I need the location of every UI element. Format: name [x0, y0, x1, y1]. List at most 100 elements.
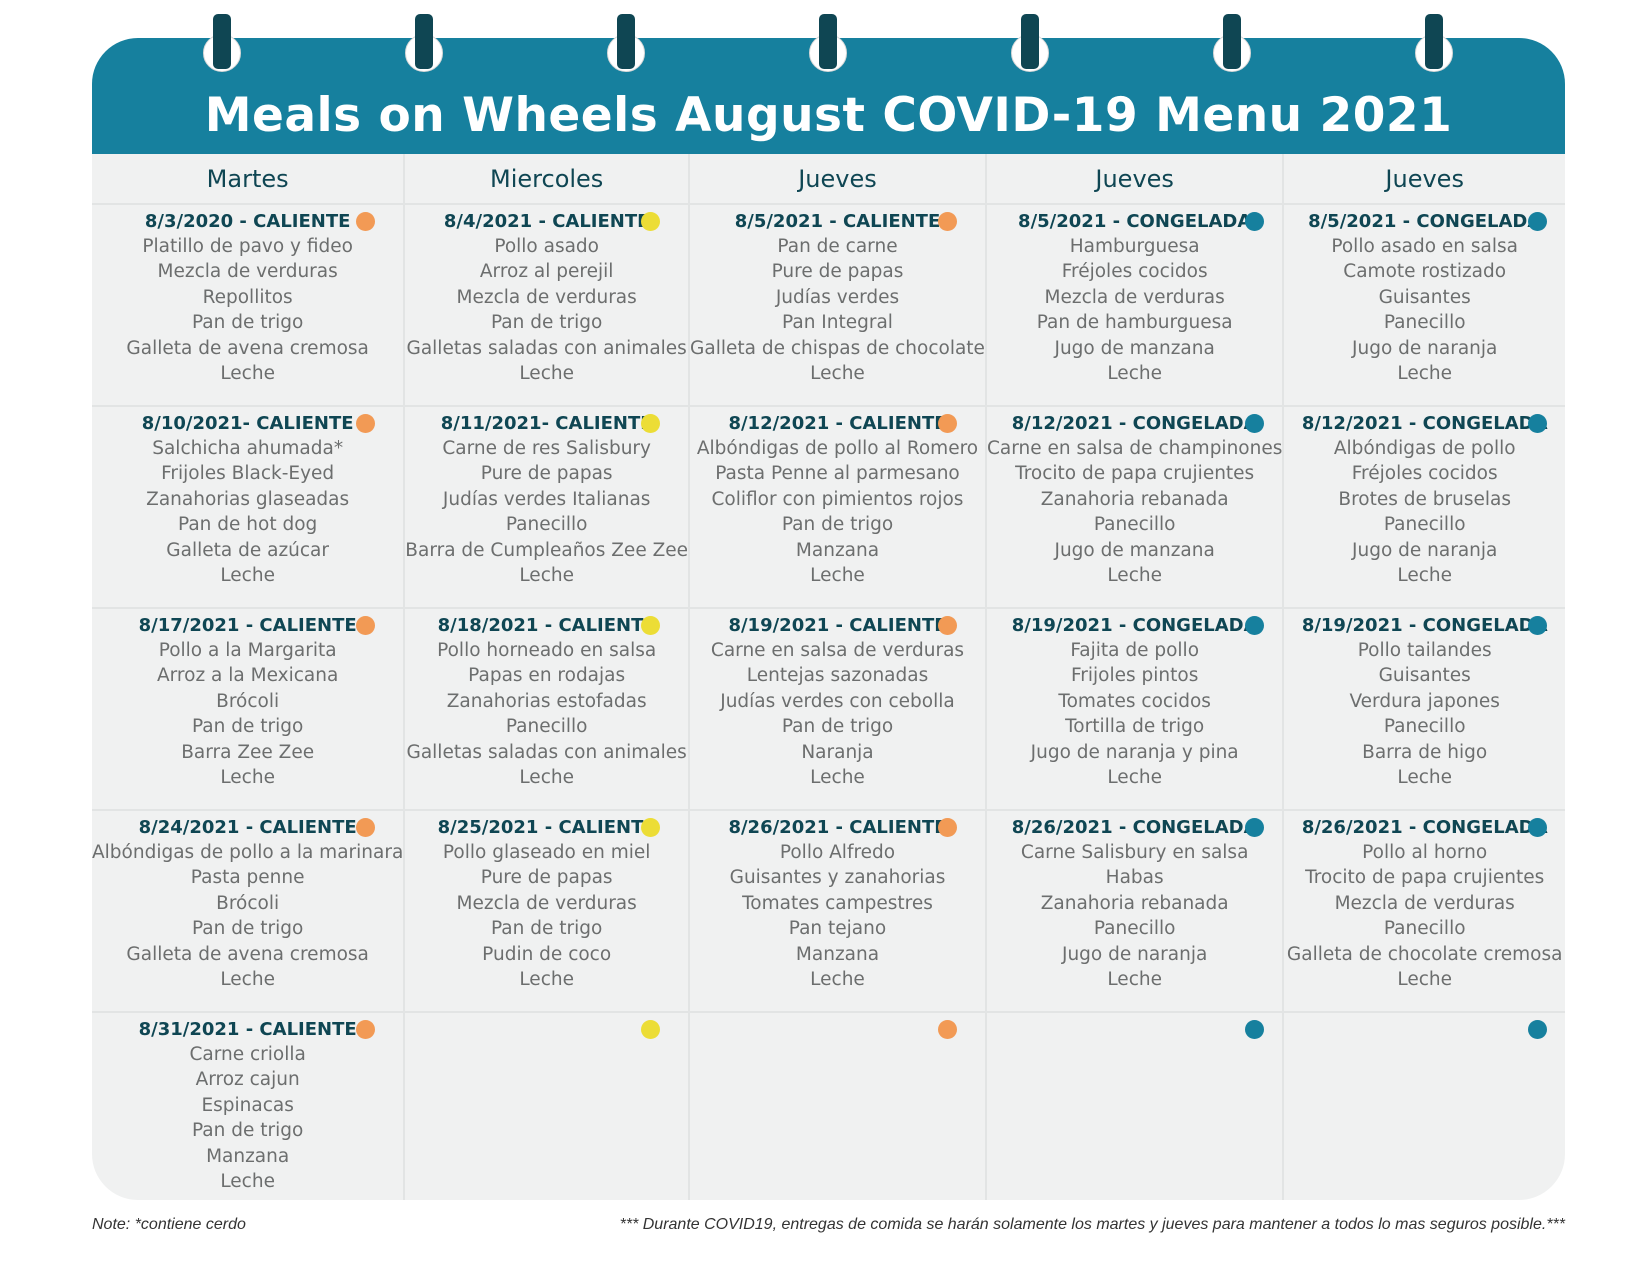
- menu-day-cell: 8/11/2021- CALIENTE Carne de res Salisbur…: [405, 407, 691, 609]
- menu-item: Albóndigas de pollo a la marinara: [92, 842, 404, 863]
- menu-item: Leche: [1397, 565, 1453, 587]
- binder-clip-icon: [617, 14, 635, 69]
- menu-item: Zanahoria rebanada: [1040, 892, 1229, 914]
- footnote-pork: Note: *contiene cerdo: [92, 1216, 246, 1233]
- menu-item: Pollo al horno: [1362, 842, 1488, 863]
- menu-item: Fréjoles cocidos: [1061, 261, 1208, 283]
- menu-item: Pollo a la Margarita: [158, 640, 337, 661]
- menu-item: Jugo de manzana: [1054, 337, 1215, 359]
- menu-item: Leche: [1107, 767, 1162, 789]
- menu-item: Leche: [1397, 767, 1453, 789]
- menu-item: Pollo Alfredo: [779, 842, 896, 863]
- menu-item: Zanahorias estofadas: [446, 690, 647, 712]
- meal-type-dot-icon: [356, 212, 376, 231]
- menu-item: Leche: [810, 565, 865, 587]
- meal-date-label: 8/5/2021 - CONGELADA: [1018, 211, 1252, 232]
- day-header: Jueves: [1284, 154, 1565, 205]
- menu-item: Leche: [220, 363, 275, 385]
- meal-date-label: 8/18/2021 - CALIENTE: [437, 615, 656, 636]
- menu-item: Pan de trigo: [191, 716, 304, 738]
- menu-day-cell: [690, 1013, 987, 1200]
- day-header: Jueves: [690, 154, 987, 205]
- menu-item: Carne en salsa de verduras: [710, 640, 965, 661]
- meal-type-dot-icon: [641, 414, 661, 433]
- menu-item: Galleta de avena cremosa: [126, 943, 369, 965]
- menu-item: Pan de hamburguesa: [1036, 312, 1233, 334]
- meal-type-dot-icon: [356, 1020, 376, 1039]
- menu-day-cell: 8/12/2021 - CONGELADA Carne en salsa de c…: [986, 407, 1285, 609]
- menu-item: Coliflor con pimientos rojos: [711, 488, 964, 510]
- meal-date-label: 8/11/2021- CALIENTE: [440, 413, 653, 434]
- menu-item: Leche: [1107, 363, 1162, 385]
- menu-item: Panecillo: [1093, 918, 1176, 940]
- menu-item: Camote rostizado: [1343, 261, 1507, 283]
- menu-item: Jugo de naranja y pina: [1030, 741, 1239, 763]
- menu-item: Arroz cajun: [195, 1069, 300, 1091]
- menu-calendar: Meals on Wheels August COVID-19 Menu 202…: [92, 38, 1565, 1200]
- menu-item: Pan de trigo: [191, 312, 304, 334]
- meal-date-label: 8/12/2021 - CONGELADA: [1301, 413, 1548, 434]
- menu-item: Espinacas: [201, 1094, 294, 1116]
- menu-item: Frijoles Black-Eyed: [161, 463, 335, 485]
- meal-type-dot-icon: [1245, 1020, 1265, 1039]
- meal-type-dot-icon: [1245, 818, 1265, 837]
- menu-item: Tomates cocidos: [1058, 690, 1211, 712]
- menu-item: Fréjoles cocidos: [1351, 463, 1498, 485]
- meal-type-dot-icon: [356, 616, 376, 635]
- menu-item: Salchicha ahumada*: [152, 438, 344, 459]
- meal-date-label: 8/12/2021 - CONGELADA: [1011, 413, 1258, 434]
- menu-item: Leche: [810, 363, 865, 385]
- menu-item: Trocito de papa crujientes: [1015, 463, 1255, 485]
- menu-item: Brotes de bruselas: [1338, 488, 1511, 510]
- menu-item: Arroz a la Mexicana: [157, 665, 339, 687]
- meal-type-dot-icon: [1245, 212, 1265, 231]
- meal-type-dot-icon: [356, 414, 376, 433]
- menu-item: Pan de trigo: [781, 716, 894, 738]
- menu-item: Albóndigas de pollo al Romero: [696, 438, 979, 459]
- menu-item: Galleta de avena cremosa: [126, 337, 369, 359]
- menu-item: Mezcla de verduras: [157, 261, 338, 283]
- meal-date-label: 8/26/2021 - CONGELADA: [1011, 817, 1258, 838]
- menu-day-cell: 8/18/2021 - CALIENTE Pollo horneado en sa…: [405, 609, 691, 811]
- menu-day-cell: [405, 1013, 691, 1200]
- binder-clip-icon: [1425, 14, 1443, 69]
- menu-item: Pollo horneado en salsa: [437, 640, 657, 661]
- menu-item: Trocito de papa crujientes: [1305, 867, 1545, 889]
- menu-item: Hamburguesa: [1069, 236, 1200, 257]
- menu-item: Galleta de chocolate cremosa: [1286, 943, 1563, 965]
- meal-type-dot-icon: [641, 212, 661, 231]
- meal-type-dot-icon: [641, 818, 661, 837]
- meal-date-label: 8/31/2021 - CALIENTE: [138, 1019, 357, 1040]
- menu-item: Leche: [220, 1171, 275, 1193]
- menu-item: Guisantes y zanahorias: [729, 867, 946, 889]
- menu-item: Pan de carne: [777, 236, 898, 257]
- menu-day-cell: 8/12/2021 - CONGELADA Albóndigas de pollo…: [1284, 407, 1565, 609]
- menu-item: Panecillo: [1093, 514, 1176, 536]
- menu-item: Carne de res Salisbury: [442, 438, 651, 459]
- menu-day-cell: 8/31/2021 - CALIENTE Carne criolla Arroz c…: [92, 1013, 406, 1200]
- menu-day-cell: 8/19/2021 - CONGELADA Fajita de pollo Frij…: [986, 609, 1285, 811]
- meal-type-dot-icon: [356, 818, 376, 837]
- menu-item: Pan de trigo: [490, 918, 603, 940]
- menu-item: Pan de trigo: [781, 514, 894, 536]
- menu-item: Jugo de naranja: [1352, 337, 1498, 359]
- menu-item: Leche: [519, 969, 574, 991]
- meal-date-label: 8/19/2021 - CONGELADA: [1301, 615, 1548, 636]
- menu-item: Zanahoria rebanada: [1040, 488, 1229, 510]
- meal-type-dot-icon: [937, 818, 957, 837]
- menu-day-cell: 8/4/2021 - CALIENTE Pollo asado Arroz al p…: [405, 205, 691, 407]
- binder-clip-icon: [1021, 14, 1039, 69]
- menu-item: Panecillo: [1383, 918, 1466, 940]
- menu-item: Leche: [810, 767, 865, 789]
- meal-type-dot-icon: [1245, 616, 1265, 635]
- menu-item: Repollitos: [202, 286, 293, 308]
- menu-item: Pasta penne: [190, 867, 305, 889]
- meal-type-dot-icon: [641, 616, 661, 635]
- meal-date-label: 8/26/2021 - CONGELADA: [1301, 817, 1548, 838]
- menu-item: Naranja: [801, 741, 874, 763]
- menu-day-cell: 8/26/2021 - CONGELADA Carne Salisbury en …: [986, 811, 1285, 1013]
- menu-item: Verdura japones: [1349, 690, 1500, 712]
- meal-date-label: 8/5/2021 - CALIENTE: [734, 211, 941, 232]
- menu-item: Carne criolla: [189, 1044, 306, 1065]
- meal-type-dot-icon: [1528, 1020, 1547, 1039]
